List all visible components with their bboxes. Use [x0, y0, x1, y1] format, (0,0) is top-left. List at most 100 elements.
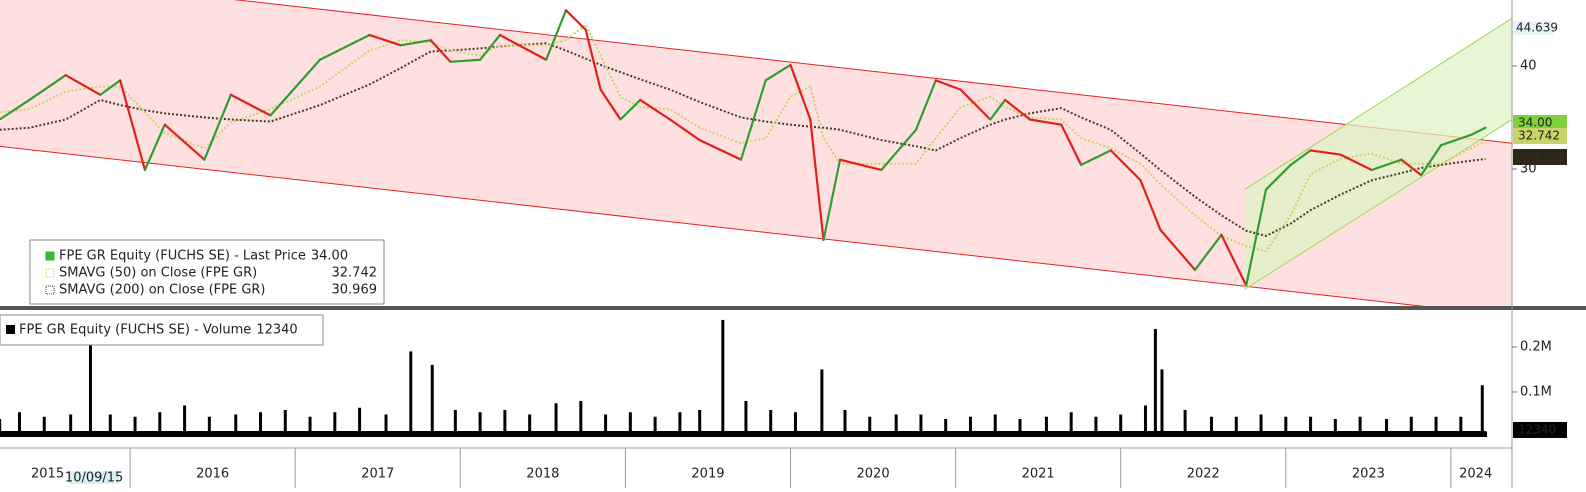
- volume-panel: [0, 319, 1488, 437]
- volume-bar: [1409, 416, 1413, 437]
- volume-bar: [0, 418, 2, 437]
- price-segment: [1245, 188, 1268, 287]
- legend-value: 12340: [256, 323, 297, 338]
- price-segment: [584, 28, 602, 91]
- x-tick-label: 2021: [1022, 467, 1055, 482]
- volume-bar: [478, 412, 482, 437]
- x-tick-label: 2023: [1352, 467, 1385, 482]
- price-segment: [1060, 123, 1083, 166]
- legend-box: [29, 239, 385, 305]
- volume-bar: [628, 412, 632, 437]
- price-segment: [1469, 126, 1487, 137]
- volume-bar: [88, 337, 92, 437]
- volume-bar: [868, 416, 872, 437]
- channel-line: [1244, 17, 1512, 190]
- price-segment: [564, 9, 587, 31]
- price-segment: [822, 158, 842, 242]
- channel-tag: [1513, 21, 1553, 36]
- price-segment: [639, 98, 672, 121]
- price-segment: [429, 39, 452, 63]
- volume-bar: [698, 409, 702, 437]
- volume-bar: [384, 414, 388, 437]
- volume-bar: [721, 319, 725, 437]
- volume-bar: [133, 416, 137, 437]
- price-segment: [119, 79, 147, 172]
- channel-fill: [1244, 18, 1512, 290]
- volume-bar: [820, 369, 824, 437]
- last-volume-tag: [1513, 422, 1567, 438]
- volume-bar: [1434, 416, 1438, 437]
- volume-bar: [1484, 431, 1488, 437]
- last-volume-label: 12340: [1518, 423, 1556, 437]
- last-value-tag: [1513, 149, 1567, 165]
- price-segment: [1339, 153, 1373, 172]
- sma-line: [0, 23, 1487, 253]
- volume-bar: [358, 407, 362, 437]
- price-segment: [1309, 149, 1342, 156]
- x-tick-label: 2022: [1187, 467, 1220, 482]
- x-tick-label: 2015: [31, 467, 64, 482]
- volume-bar: [1385, 418, 1389, 437]
- channel-line: [233, 0, 1512, 144]
- volume-bar: [1044, 416, 1048, 437]
- price-segment: [914, 79, 937, 131]
- legend-value: 34.00: [311, 249, 348, 264]
- volume-bar: [108, 414, 112, 437]
- volume-bar: [968, 416, 972, 437]
- volume-bar: [769, 409, 773, 437]
- channel-line: [0, 145, 1434, 307]
- y-tick-label: 30: [1520, 161, 1537, 176]
- price-segment: [399, 39, 432, 47]
- volume-bar: [579, 400, 583, 437]
- price-segment: [789, 63, 812, 121]
- volume-bar: [919, 414, 923, 437]
- price-segment: [880, 128, 918, 172]
- price-segment: [479, 33, 502, 61]
- volume-bar: [283, 409, 287, 437]
- volume-bar: [69, 414, 73, 437]
- price-segment: [1109, 149, 1142, 182]
- volume-bar: [944, 418, 948, 437]
- volume-bar: [1480, 385, 1484, 437]
- price-segment: [809, 118, 825, 242]
- volume-bar: [453, 409, 457, 437]
- price-segment: [28, 74, 67, 102]
- price-segment: [1370, 158, 1403, 172]
- volume-bar: [503, 409, 507, 437]
- price-segment: [368, 33, 402, 47]
- volume-bar: [1284, 416, 1288, 437]
- price-segment: [163, 123, 206, 161]
- volume-bar: [1183, 409, 1187, 437]
- legends: FPE GR Equity (FUCHS SE) - Last Price 34.…: [0, 239, 385, 346]
- cursor-label: 10/09/15: [65, 471, 123, 486]
- volume-bar: [653, 416, 657, 437]
- price-segment: [1028, 118, 1063, 126]
- legend-label: SMAVG (50) on Close (FPE GR): [59, 266, 257, 281]
- legend-label: FPE GR Equity (FUCHS SE) - Volume: [19, 323, 251, 338]
- price-segment: [934, 79, 962, 91]
- volume-bar: [158, 412, 162, 437]
- x-tick-label: 2019: [691, 467, 724, 482]
- price-segment: [449, 58, 482, 63]
- price-segment: [668, 118, 701, 142]
- volume-bar: [1153, 328, 1157, 437]
- legend-swatch: [45, 268, 55, 278]
- price-segment: [1004, 98, 1032, 121]
- volume-bar: [409, 351, 413, 437]
- legend-swatch: [6, 325, 15, 334]
- price-panel: [0, 0, 1512, 307]
- volume-bar: [1094, 416, 1098, 437]
- volume-bar: [554, 403, 558, 437]
- x-tick-label: 2017: [361, 467, 394, 482]
- cursor-tag: [69, 471, 120, 484]
- y-tick-label: 0.1M: [1520, 384, 1552, 399]
- volume-bar: [678, 412, 682, 437]
- price-segment: [1400, 158, 1423, 177]
- last-value-tag: [1513, 115, 1567, 131]
- price-segment: [619, 98, 642, 121]
- volume-bar: [1259, 414, 1263, 437]
- last-value-label: 34.00: [1518, 116, 1552, 130]
- legend-label: SMAVG (200) on Close (FPE GR): [59, 283, 266, 298]
- volume-bar: [234, 414, 238, 437]
- price-segment: [318, 33, 371, 61]
